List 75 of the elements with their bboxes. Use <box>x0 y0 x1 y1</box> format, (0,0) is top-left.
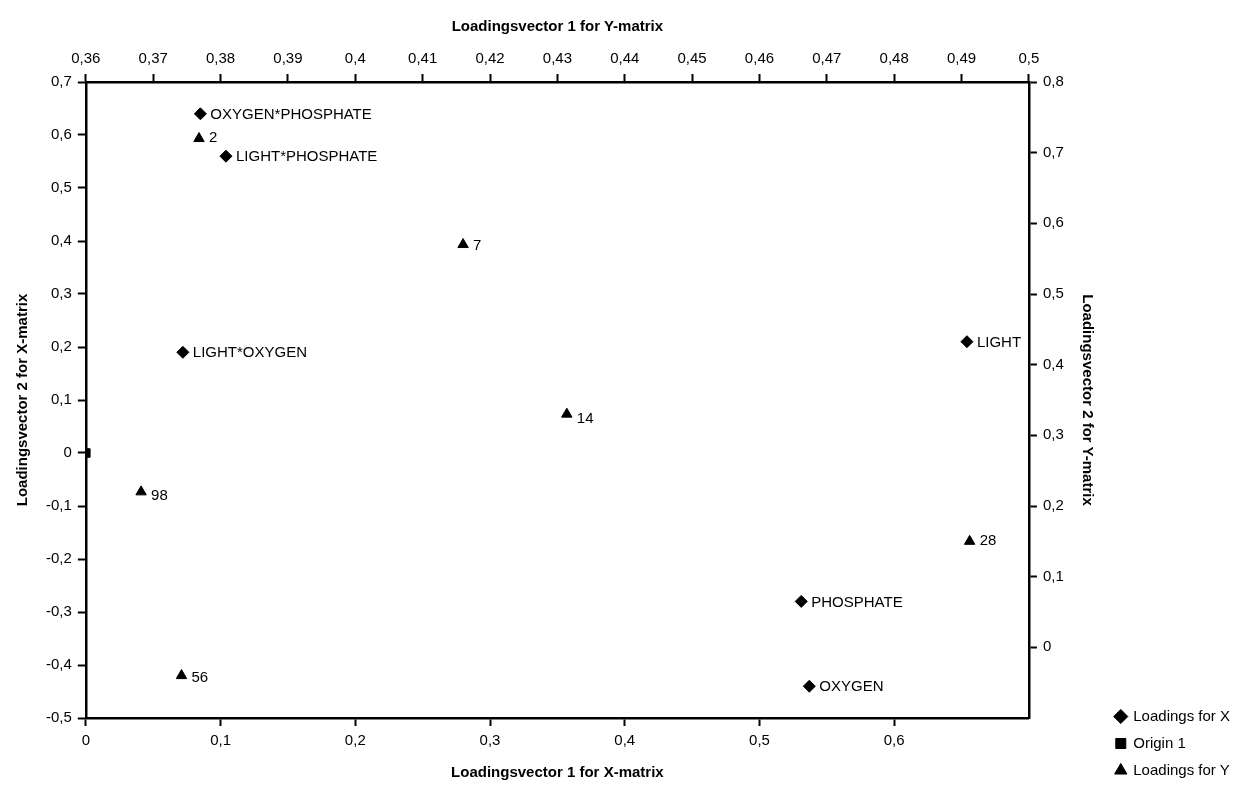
x2-tick-label: 0,38 <box>205 49 236 67</box>
annotation: OXYGEN <box>819 677 884 695</box>
x2-tick-label: 0,36 <box>71 49 101 67</box>
x2-tick-label: 0,4 <box>344 49 366 67</box>
x2-tick-label: 0,45 <box>677 49 707 67</box>
x2-tick-label: 0,49 <box>946 49 977 67</box>
x2-tick-label: 0,41 <box>408 49 438 67</box>
y-tick-label: 0,2 <box>50 337 72 355</box>
y2-tick-label: 0,3 <box>1042 425 1064 443</box>
y-axis-title: Loadingsvector 2 for X-matrix <box>13 293 31 507</box>
x-axis-title: Loadingsvector 1 for X-matrix <box>451 763 665 781</box>
y2-tick-label: 0,1 <box>1042 566 1064 584</box>
x-tick-label: 0,5 <box>749 731 770 749</box>
x-tick-label: 0,3 <box>479 731 501 749</box>
point <box>219 149 233 163</box>
point <box>960 335 974 349</box>
x2-tick-label: 0,43 <box>542 49 572 67</box>
annotation: 7 <box>473 235 482 253</box>
y-tick-label: 0,1 <box>50 390 72 408</box>
legend-label: Origin 1 <box>1133 733 1186 751</box>
x-tick-label: 0,2 <box>344 731 366 749</box>
legend-label: Loadings for X <box>1133 706 1230 724</box>
y-tick-label: -0,4 <box>45 655 72 673</box>
y-tick-label: 0 <box>63 443 72 461</box>
x2-tick-label: 0,44 <box>610 49 640 67</box>
x2-tick-label: 0,37 <box>138 49 168 67</box>
y-tick-label: 0,6 <box>50 125 72 143</box>
y2-tick-label: 0,7 <box>1042 142 1064 160</box>
x-tick-label: 0,1 <box>210 731 231 749</box>
y2-tick-label: 0,8 <box>1042 72 1064 90</box>
annotation: PHOSPHATE <box>811 592 903 610</box>
x2-tick-label: 0,39 <box>273 49 303 67</box>
y2-tick-label: 0,2 <box>1042 496 1064 514</box>
x-tick-label: 0,6 <box>883 731 905 749</box>
point <box>561 407 573 418</box>
point <box>135 485 147 496</box>
y2-axis-title: Loadingsvector 2 for Y-matrix <box>1079 294 1097 507</box>
y2-tick-label: 0,5 <box>1042 284 1064 302</box>
annotation: 2 <box>209 128 218 146</box>
point <box>193 132 205 143</box>
point <box>802 679 816 693</box>
x-tick-label: 0 <box>81 731 91 749</box>
annotation: LIGHT*PHOSPHATE <box>235 147 378 165</box>
y-tick-label: 0,3 <box>50 284 72 302</box>
x2-tick-label: 0,46 <box>744 49 775 67</box>
point <box>175 669 188 680</box>
y-tick-label: 0,5 <box>50 178 72 196</box>
x2-tick-label: 0,48 <box>879 49 909 67</box>
x2-axis-title: Loadingsvector 1 for Y-matrix <box>451 17 664 35</box>
y-tick-label: -0,2 <box>45 549 72 567</box>
point <box>963 534 976 545</box>
annotation: 98 <box>151 486 168 504</box>
y2-tick-label: 0 <box>1042 637 1052 655</box>
point <box>176 345 190 359</box>
y-tick-label: -0,1 <box>45 496 72 514</box>
y-tick-label: 0,7 <box>50 72 72 90</box>
point <box>457 238 469 249</box>
y-tick-label: -0,5 <box>45 708 72 726</box>
y-tick-label: 0,4 <box>50 231 72 249</box>
annotation: 14 <box>576 408 594 426</box>
legend-label: Loadings for Y <box>1133 760 1230 778</box>
annotation: LIGHT*OXYGEN <box>192 343 308 361</box>
x-tick-label: 0,4 <box>614 731 636 749</box>
annotation: 56 <box>191 667 209 685</box>
y-tick-label: -0,3 <box>45 602 72 620</box>
annotation: LIGHT <box>976 332 1022 350</box>
y2-tick-label: 0,6 <box>1042 213 1064 231</box>
y2-tick-label: 0,4 <box>1042 354 1064 372</box>
point <box>794 594 808 608</box>
x2-tick-label: 0,47 <box>812 49 842 67</box>
annotation: OXYGEN*PHOSPHATE <box>210 104 372 122</box>
annotation: 28 <box>979 531 997 549</box>
x2-tick-label: 0,42 <box>475 49 505 67</box>
point <box>193 107 207 121</box>
x2-tick-label: 0,5 <box>1018 49 1040 67</box>
